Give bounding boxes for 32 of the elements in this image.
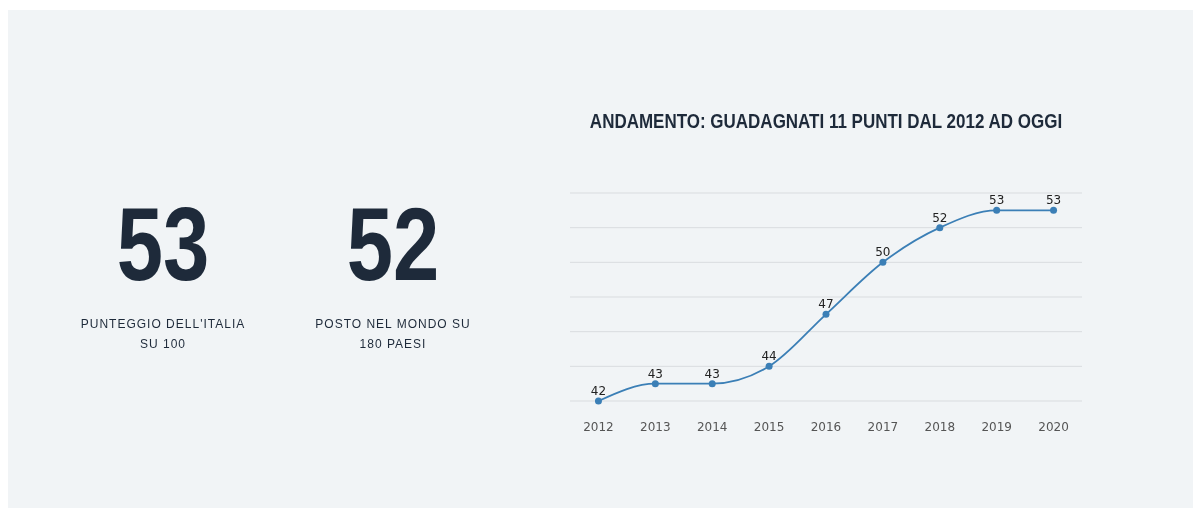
point: [822, 310, 830, 318]
x-tick-label: 2014: [696, 420, 728, 434]
x-tick-label: 2020: [1038, 420, 1069, 434]
category-label: POSTO NEL MONDO SU 180 PAESI: [315, 317, 471, 351]
point: [651, 380, 659, 388]
x-tick-label: 2012: [583, 420, 614, 434]
x-tick-label: 2013: [640, 420, 671, 434]
point: [993, 206, 1001, 214]
category-label: PUNTEGGIO DELL'ITALIA SU 100: [80, 317, 246, 351]
data-label: 50: [875, 245, 891, 260]
x-tick-label: 2018: [924, 420, 956, 434]
data-label: 47: [818, 297, 834, 312]
x-tick-label: 2016: [810, 420, 842, 434]
point: [708, 380, 716, 388]
x-tick-label: 2015: [753, 420, 785, 434]
data-label: 52: [346, 186, 440, 303]
data-label: 44: [761, 349, 777, 364]
point: [765, 362, 773, 370]
data-label: 53: [989, 193, 1005, 208]
point: [1050, 206, 1058, 214]
chart-title: ANDAMENTO: GUADAGNATI 11 PUNTI DAL 2012 AD OGGI: [589, 109, 1063, 133]
data-label: 53: [116, 186, 210, 303]
x-tick-label: 2019: [981, 420, 1012, 434]
data-label: 52: [932, 210, 948, 225]
data-label: 53: [1045, 193, 1062, 208]
data-label: 42: [590, 384, 607, 398]
point: [879, 258, 887, 266]
point: [594, 397, 602, 405]
data-label: 43: [647, 366, 663, 381]
point: [936, 224, 944, 232]
x-tick-label: 2017: [867, 420, 899, 434]
data-label: 43: [704, 366, 720, 381]
